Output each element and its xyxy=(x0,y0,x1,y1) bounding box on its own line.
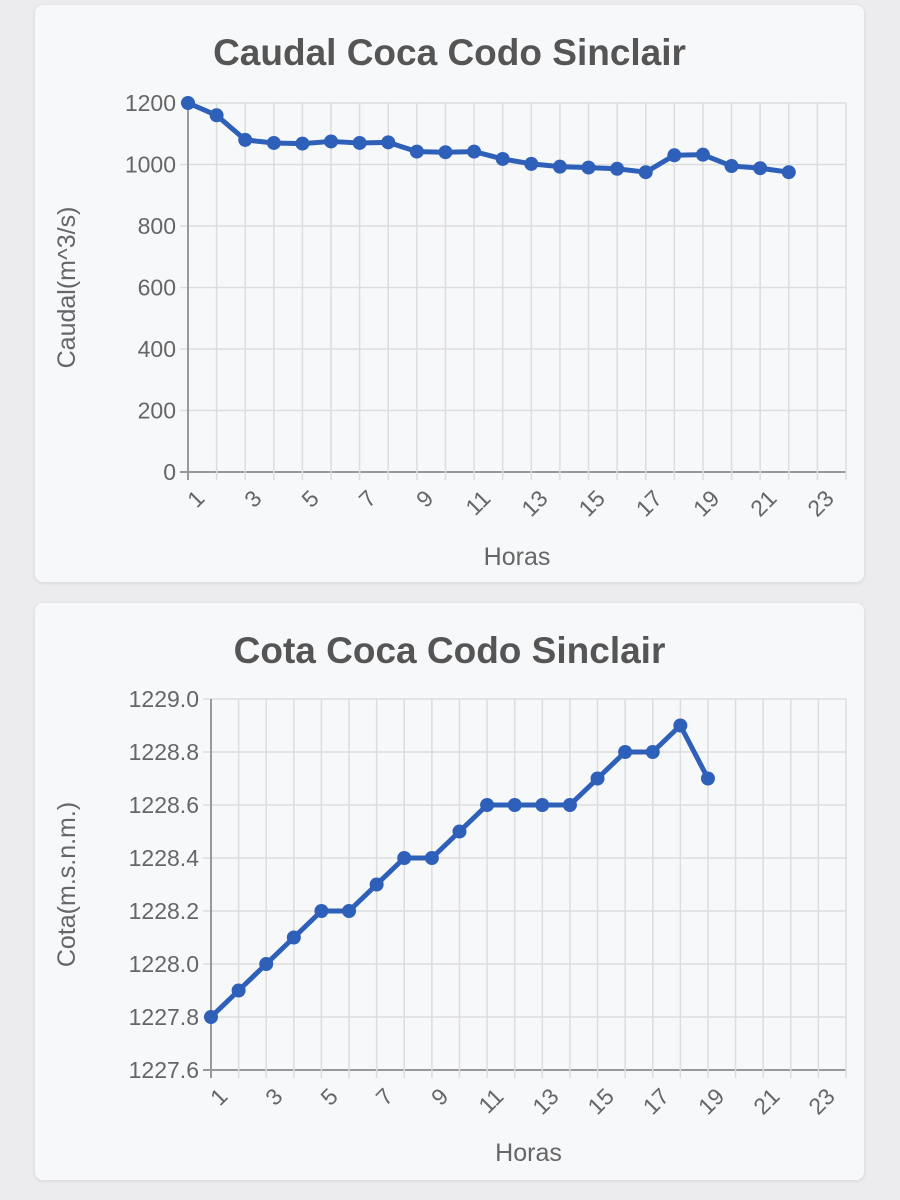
data-point[interactable] xyxy=(397,851,412,865)
y-tick-label: 1227.6 xyxy=(129,1057,199,1083)
data-point[interactable] xyxy=(753,161,768,176)
data-point[interactable] xyxy=(645,745,660,759)
x-tick-label: 1 xyxy=(182,485,209,512)
data-point[interactable] xyxy=(535,798,550,812)
y-tick-label: 0 xyxy=(163,459,176,485)
x-tick-label: 23 xyxy=(802,485,838,521)
y-axis-label: Caudal(m^3/s) xyxy=(53,207,81,369)
x-axis-label: Horas xyxy=(495,1139,562,1167)
x-tick-label: 19 xyxy=(688,485,724,521)
y-tick-label: 1228.4 xyxy=(129,845,200,871)
y-tick-label: 1228.8 xyxy=(129,739,199,765)
data-point[interactable] xyxy=(369,877,384,892)
y-tick-label: 1229.0 xyxy=(129,686,199,712)
x-tick-label: 17 xyxy=(638,1083,674,1119)
data-point[interactable] xyxy=(581,160,596,175)
x-tick-label: 5 xyxy=(296,485,323,512)
data-point[interactable] xyxy=(204,1010,218,1024)
series-line xyxy=(185,100,792,175)
data-point[interactable] xyxy=(480,798,495,812)
x-tick-label: 15 xyxy=(573,485,609,521)
data-point[interactable] xyxy=(209,108,224,123)
y-tick-label: 1227.8 xyxy=(129,1004,199,1030)
data-point[interactable] xyxy=(259,957,274,971)
caudal-chart-card: Caudal Coca Codo Sinclair 0 200 400 600 800 1… xyxy=(35,5,864,582)
y-tick-label: 1228.6 xyxy=(129,792,199,818)
cota-chart-card: Cota Coca Codo Sinclair 1227.6 1227.8 1228… xyxy=(35,603,864,1180)
y-tick-label: 1228.0 xyxy=(129,951,199,977)
x-tick-label: 1 xyxy=(205,1083,232,1110)
y-tick-label: 600 xyxy=(138,275,176,301)
data-point[interactable] xyxy=(238,132,253,147)
x-tick-label: 23 xyxy=(803,1083,839,1119)
data-point[interactable] xyxy=(507,798,522,812)
data-point[interactable] xyxy=(562,798,577,812)
x-tick-label: 9 xyxy=(411,485,438,512)
y-axis-label: Cota(m.s.n.m.) xyxy=(53,802,81,967)
data-point[interactable] xyxy=(618,745,633,759)
data-point[interactable] xyxy=(231,983,246,998)
x-tick-label: 7 xyxy=(354,485,381,512)
data-point[interactable] xyxy=(724,159,739,174)
x-tick-label: 5 xyxy=(315,1083,342,1110)
x-tick-label: 3 xyxy=(239,485,266,512)
data-point[interactable] xyxy=(286,930,301,945)
data-point[interactable] xyxy=(381,135,396,150)
data-point[interactable] xyxy=(181,96,195,110)
data-point[interactable] xyxy=(324,134,339,149)
data-point[interactable] xyxy=(610,161,625,176)
data-point[interactable] xyxy=(266,135,281,150)
y-tick-label: 800 xyxy=(138,213,176,239)
data-point[interactable] xyxy=(424,851,439,865)
data-point[interactable] xyxy=(700,771,715,786)
data-point[interactable] xyxy=(638,165,653,180)
y-tick-label: 200 xyxy=(138,398,176,424)
data-point[interactable] xyxy=(452,824,467,839)
x-tick-label: 17 xyxy=(631,485,667,521)
data-point[interactable] xyxy=(673,718,688,733)
x-tick-label: 13 xyxy=(527,1083,563,1119)
x-tick-label: 3 xyxy=(260,1083,287,1110)
x-tick-label: 15 xyxy=(582,1083,618,1119)
data-point[interactable] xyxy=(467,144,482,159)
data-point[interactable] xyxy=(552,159,567,174)
data-point[interactable] xyxy=(342,904,357,918)
data-point[interactable] xyxy=(409,144,424,159)
data-point[interactable] xyxy=(314,904,329,918)
x-tick-label: 7 xyxy=(371,1083,398,1110)
x-tick-label: 21 xyxy=(748,1083,784,1119)
data-point[interactable] xyxy=(667,148,682,163)
cota-chart: 1227.6 1227.8 1228.0 1228.2 1228.4 1228.6 1228… xyxy=(53,686,847,1167)
x-tick-label: 21 xyxy=(745,485,781,521)
x-tick-label: 19 xyxy=(693,1083,729,1119)
x-tick-label: 9 xyxy=(426,1083,453,1110)
data-point[interactable] xyxy=(352,135,367,150)
x-tick-label: 11 xyxy=(473,1083,508,1118)
y-tick-label: 400 xyxy=(138,336,176,362)
x-tick-label: 13 xyxy=(516,485,552,521)
chart-title: Cota Coca Codo Sinclair xyxy=(233,630,666,671)
y-tick-label: 1228.2 xyxy=(129,898,199,924)
x-axis-label: Horas xyxy=(484,543,551,571)
data-point[interactable] xyxy=(695,147,710,162)
data-point[interactable] xyxy=(590,771,605,786)
y-tick-label: 1000 xyxy=(125,152,176,178)
data-point[interactable] xyxy=(524,156,539,171)
x-tick-label: 11 xyxy=(460,485,495,520)
data-point[interactable] xyxy=(495,151,510,166)
data-point[interactable] xyxy=(438,145,453,160)
data-point[interactable] xyxy=(295,136,310,151)
data-point[interactable] xyxy=(781,165,796,180)
chart-title: Caudal Coca Codo Sinclair xyxy=(213,32,686,73)
y-tick-label: 1200 xyxy=(125,90,176,116)
